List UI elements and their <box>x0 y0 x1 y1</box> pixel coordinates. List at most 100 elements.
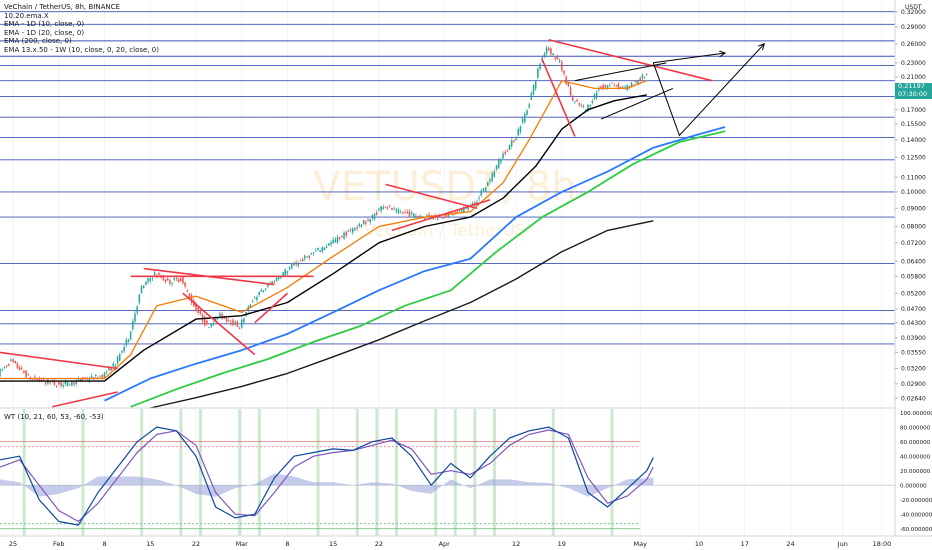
candle-body <box>635 80 637 83</box>
x-tick-label[interactable]: 12 <box>512 540 520 548</box>
wt-tick-label[interactable]: 40.000000 <box>900 454 931 460</box>
y-tick-label[interactable]: 0.29000 <box>901 24 926 31</box>
x-tick-label[interactable]: 8 <box>102 540 106 548</box>
candle-body <box>567 82 570 86</box>
y-tick-label[interactable]: 0.06400 <box>901 258 926 265</box>
candle-body <box>188 293 191 299</box>
x-tick-label[interactable]: 22 <box>375 540 383 548</box>
x-tick-label[interactable]: Feb <box>53 540 65 548</box>
candle-body <box>500 158 502 163</box>
candle-body <box>310 253 313 254</box>
candle-body <box>367 219 369 222</box>
y-tick-label[interactable]: 0.04700 <box>901 306 926 313</box>
black-trendline[interactable] <box>600 87 674 120</box>
candle-body <box>121 351 123 353</box>
y-tick-label[interactable]: 0.12500 <box>901 155 926 162</box>
candle-body <box>410 212 413 214</box>
candle-body <box>473 202 476 204</box>
wt-tick-label[interactable]: 60.000000 <box>900 440 931 446</box>
y-tick-label[interactable]: 0.02900 <box>901 381 926 388</box>
x-tick-label[interactable]: 18:00 <box>873 540 892 548</box>
y-tick-label[interactable]: 0.21000 <box>901 74 926 81</box>
horizontal-levels[interactable] <box>0 11 895 345</box>
indicator-label[interactable]: EMA - 1D (10, close, 0) <box>4 20 85 29</box>
red-trendline[interactable] <box>254 292 288 324</box>
candle-body <box>563 70 565 74</box>
wt-cross-bar <box>81 409 85 536</box>
wt-tick-label[interactable]: -20.000000 <box>900 498 932 504</box>
candle-body <box>382 207 385 210</box>
price-axis-ticks[interactable]: 0.320000.290000.260000.230000.210000.190… <box>895 9 926 403</box>
indicator-label[interactable]: EMA 13.x.50 - 1W (10, close, 0, 20, clos… <box>4 45 159 54</box>
y-tick-label[interactable]: 0.10000 <box>901 189 926 196</box>
projection-arrow[interactable] <box>653 53 725 64</box>
y-tick-label[interactable]: 0.15500 <box>901 121 926 128</box>
x-tick-label[interactable]: May <box>633 540 647 548</box>
y-tick-label[interactable]: 0.03900 <box>901 335 926 342</box>
y-tick-label[interactable]: 0.02640 <box>901 396 926 403</box>
candle-body <box>602 85 604 89</box>
wt-legend[interactable]: WT (10, 21, 60, 53, -60, -53) <box>4 413 104 421</box>
y-tick-label[interactable]: 0.09000 <box>901 205 926 212</box>
x-tick-label[interactable]: 25 <box>9 540 17 548</box>
red-trendline[interactable] <box>391 199 491 232</box>
wt-tick-label[interactable]: 0.000000 <box>900 483 927 489</box>
projection-arrows[interactable] <box>652 44 764 137</box>
candle-body <box>23 370 25 373</box>
wt-tick-label[interactable]: -40.000000 <box>900 512 932 518</box>
symbol-title[interactable]: VeChain / TetherUS, 8h, BINANCE <box>4 3 120 11</box>
y-tick-label[interactable]: 0.08000 <box>901 224 926 231</box>
wt-axis-ticks[interactable]: 100.000000 80.000000 60.000000 40.000000 20.… <box>900 411 932 533</box>
x-tick-label[interactable]: 8 <box>285 540 289 548</box>
y-tick-label[interactable]: 0.26000 <box>901 41 926 48</box>
y-tick-label[interactable]: 0.23000 <box>901 60 926 67</box>
y-tick-label[interactable]: 0.32000 <box>901 9 926 16</box>
indicator-label[interactable]: 10.20.ema.X <box>4 11 49 20</box>
y-tick-label[interactable]: 0.04300 <box>901 320 926 327</box>
black-trendline[interactable] <box>574 62 667 82</box>
x-tick-label[interactable]: 15 <box>329 540 337 548</box>
trendlines[interactable] <box>0 38 713 408</box>
y-tick-label[interactable]: 0.05800 <box>901 274 926 281</box>
x-tick-label[interactable]: Mar <box>236 540 249 548</box>
x-tick-label[interactable]: Apr <box>439 540 451 548</box>
wt-tick-label[interactable]: 80.000000 <box>900 425 931 431</box>
red-trendline[interactable] <box>548 38 713 82</box>
candle-body <box>565 76 567 85</box>
y-tick-label[interactable]: 0.14000 <box>901 137 926 144</box>
x-tick-label[interactable]: Jun <box>837 540 848 548</box>
x-tick-label[interactable]: 17 <box>741 540 749 548</box>
y-tick-label[interactable]: 0.07200 <box>901 240 926 247</box>
time-axis-ticks[interactable]: 25 Feb 8 15 22 Mar 8 15 22 Apr 12 19 May 10 17 24 Jun 18:… <box>9 540 891 548</box>
y-tick-label[interactable]: 0.11000 <box>901 174 926 181</box>
x-tick-label[interactable]: 24 <box>786 540 794 548</box>
x-tick-label[interactable]: 15 <box>146 540 154 548</box>
candle-body <box>639 78 641 81</box>
candle-body <box>558 60 561 62</box>
red-trendline[interactable] <box>52 391 118 408</box>
x-tick-label[interactable]: 10 <box>695 540 703 548</box>
red-trendline[interactable] <box>541 59 576 137</box>
indicator-label[interactable]: EMA (200, close, 0) <box>4 37 72 46</box>
y-tick-label[interactable]: 0.17000 <box>901 107 926 114</box>
wt-tick-label[interactable]: 20.000000 <box>900 469 931 475</box>
candle-body <box>221 314 223 319</box>
candle-body <box>7 364 10 366</box>
projection-arrow[interactable] <box>652 44 764 137</box>
red-trendline[interactable] <box>182 292 256 356</box>
x-tick-label[interactable]: 22 <box>192 540 200 548</box>
candle-body <box>0 369 1 377</box>
x-tick-label[interactable]: 19 <box>558 540 566 548</box>
candle-body <box>62 384 64 387</box>
indicator-label[interactable]: EMA - 1D (20, close, 0) <box>4 28 85 37</box>
y-tick-label[interactable]: 0.03200 <box>901 366 926 373</box>
wt-tick-label[interactable]: 100.000000 <box>900 411 932 417</box>
red-trendline[interactable] <box>385 183 478 210</box>
wt-tick-label[interactable]: -60.000000 <box>900 527 932 533</box>
red-trendline[interactable] <box>0 351 118 370</box>
y-tick-label[interactable]: 0.05200 <box>901 290 926 297</box>
candle-body <box>402 212 404 214</box>
y-tick-label[interactable]: 0.03550 <box>901 350 926 357</box>
candle-body <box>415 215 417 218</box>
